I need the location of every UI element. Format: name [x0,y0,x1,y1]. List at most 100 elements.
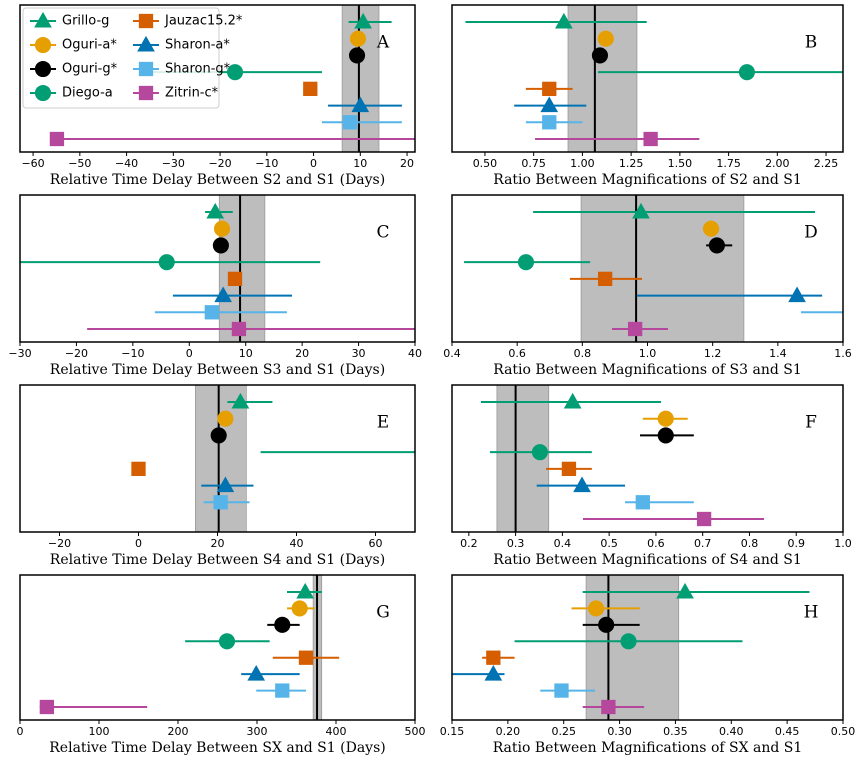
band [567,5,638,152]
x-tick-label: 2.00 [765,157,790,170]
legend-label: Oguri-a* [62,38,117,53]
x-tick-label: 60 [369,537,383,550]
x-tick-label: 1.2 [704,347,722,360]
panel: −60 −50 −40 −30 −20 −10 0 10 20 Relative Time Del… [19,4,416,188]
x-tick-label: 200 [168,725,189,738]
plot-area [39,575,340,720]
panel-label: E [377,413,389,433]
data-point [484,665,503,681]
x-axis-label: Relative Time Delay Between S2 and S1 (D… [50,172,385,188]
data-point [210,427,227,444]
data-point [131,461,146,477]
data-point [598,616,615,633]
plot-area [465,5,843,152]
x-tick-label: 0.9 [787,537,805,550]
panel: −20 0 20 40 60 Relative Time Delay Between S4… [19,384,416,568]
legend-label: Oguri-g* [62,62,118,77]
data-point [214,286,232,303]
panel-label: B [805,33,818,53]
axes-frame [451,384,844,533]
legend-box [22,7,220,109]
axes-frame [19,574,416,721]
data-point [563,392,582,409]
x-tick-label: 0 [186,347,193,360]
data-point [531,444,548,461]
data-point [231,392,250,409]
legend-label: Grillo-g [62,14,109,29]
x-tick-label: −60 [21,157,44,170]
data-point [226,64,244,81]
x-tick-label: 40 [408,347,422,360]
axes-frame [19,194,416,343]
data-point [275,683,290,698]
data-point [788,286,806,303]
data-point [247,665,266,681]
band [218,195,266,342]
data-point [298,650,314,665]
data-point [212,237,229,254]
x-tick-label: 1.50 [668,157,693,170]
data-point [632,202,650,219]
x-tick-label: −50 [68,157,91,170]
legend-marker [34,11,52,28]
panel: 0.4 0.6 0.8 1.0 1.2 1.4 1.6 Ratio Between Magni… [443,194,852,378]
x-tick-label: 1.6 [834,347,852,360]
x-tick-label: 1.25 [619,157,644,170]
panel-label: F [805,413,817,433]
x-tick-label: 0.50 [831,725,856,738]
x-tick-label: 0.3 [507,537,525,550]
data-point [354,12,372,29]
panel: 0 100 200 300 400 500 Relative Time Delay Betw… [17,574,426,756]
data-point [542,115,557,130]
data-point [561,461,577,477]
legend-marker [138,85,154,101]
data-point [657,410,674,427]
data-point [620,633,637,650]
plot-area [452,575,810,720]
plot-area [464,195,843,342]
x-axis-label: Relative Time Delay Between S4 and S1 (D… [50,552,385,568]
data-point [213,220,231,237]
x-tick-label: −10 [121,347,144,360]
x-tick-label: 30 [352,347,366,360]
axes-frame [451,4,844,153]
data-point [702,220,720,237]
data-point [39,699,55,715]
x-tick-label: −20 [48,537,71,550]
data-point [217,410,234,427]
x-tick-label: 1.4 [769,347,787,360]
x-tick-label: 1.00 [570,157,595,170]
band [580,195,745,342]
data-point [708,237,725,254]
x-axis-label: Ratio Between Magnifications of S4 and S… [493,552,802,568]
data-point [274,616,291,633]
x-tick-label: 20 [211,537,225,550]
x-tick-label: 0.8 [574,347,592,360]
x-tick-label: −40 [115,157,138,170]
x-tick-label: 10 [353,157,367,170]
x-tick-label: 0.25 [551,725,576,738]
data-point [291,600,308,617]
x-tick-label: 0.45 [775,725,800,738]
x-tick-label: 2.25 [814,157,839,170]
x-tick-label: 40 [290,537,304,550]
axes-frame [451,574,844,721]
data-point [657,427,674,444]
legend-marker [34,36,52,54]
x-axis-label: Relative Time Delay Between S3 and S1 (D… [50,362,385,378]
x-tick-label: 20 [295,347,309,360]
panel: 0.50 0.75 1.00 1.25 1.50 1.75 2.00 2.25 Ratio Be… [451,4,844,188]
data-point [573,476,591,493]
panel: 0.15 0.20 0.25 0.30 0.35 0.40 0.45 0.50 Ratio Be… [440,574,856,756]
data-point [206,202,225,219]
x-tick-label: 0.4 [554,537,572,550]
x-tick-label: 0.30 [607,725,632,738]
panel-label: H [804,603,819,623]
x-tick-label: −30 [8,347,31,360]
data-point [627,321,643,337]
data-point [351,96,370,113]
legend-label: Zitrin-c* [165,86,219,101]
x-tick-label: 0.20 [496,725,521,738]
data-point [213,495,228,510]
